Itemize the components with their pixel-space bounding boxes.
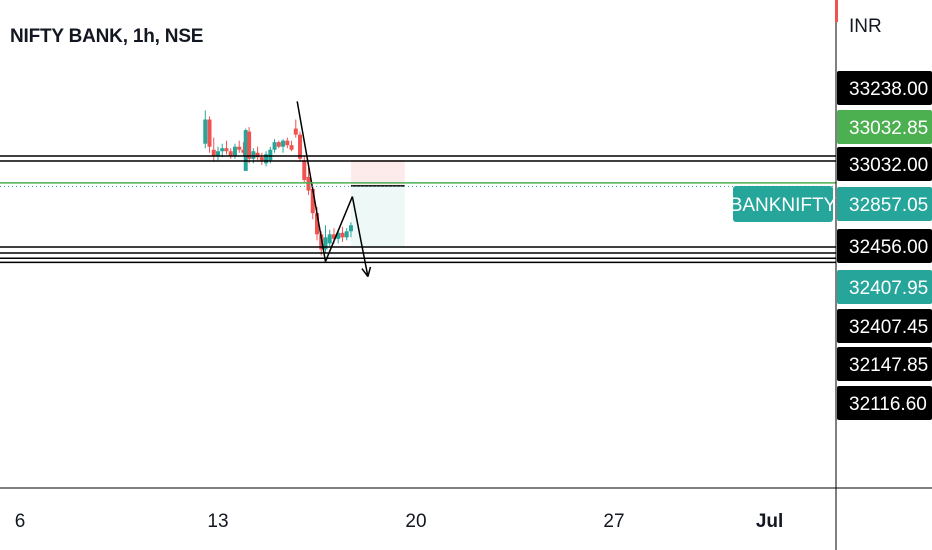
candle-body [310,189,315,214]
arrow-line[interactable] [351,196,369,277]
price-label-text: 32407.95 [849,278,928,299]
candle-body [289,145,294,150]
candle-body [216,151,220,156]
candle-body [331,234,336,239]
symbol-title: NIFTY BANK, 1h, NSE [10,26,204,47]
ticker-tag-box[interactable] [733,186,833,222]
candle-body [241,149,246,153]
candle-body [323,237,328,250]
price-label-box [837,229,932,263]
axis-marker [835,0,838,22]
candle-body [255,152,260,158]
candle-body [293,128,298,135]
price-label-text: 32116.60 [849,394,927,415]
candle-body [315,213,319,235]
arrowhead [367,266,372,277]
price-label-text: 32857.05 [849,195,928,216]
candle-body [237,146,242,150]
candle-body [243,130,248,171]
price-label-box [837,71,932,105]
candle-body [232,146,237,156]
candle-body [298,134,303,159]
x-tick-label: Jul [756,511,783,532]
x-tick-label: 13 [207,511,228,532]
candle-body [340,232,345,238]
x-tick-label: 6 [15,511,26,532]
candle-body [285,140,290,146]
candle-body [228,151,233,156]
candle-body [259,157,264,161]
horizontal-levels-layer [0,155,836,264]
candle-body [203,119,208,144]
price-label-box [837,187,932,221]
arrowhead [361,268,369,278]
candle-body [224,148,229,152]
price-label-text: 32456.00 [849,237,928,258]
candle-body [348,225,353,232]
candle-body [207,119,212,147]
price-label-text: 33032.00 [849,155,928,176]
trendline[interactable] [296,101,327,262]
price-label-text: 32407.45 [849,317,928,338]
trendline[interactable] [324,196,354,262]
candle-body [220,148,225,152]
candle-body [306,176,311,191]
candles-layer [203,110,353,256]
candle-body [327,234,332,244]
candle-body [272,142,277,150]
x-tick-label: 20 [405,511,426,532]
price-label-box [837,110,932,144]
candle-body [211,149,216,156]
price-label-box [837,270,932,304]
price-label-text: 32147.85 [849,355,928,376]
candle-body [251,151,256,159]
price-label-box [837,309,932,343]
candle-body [344,231,349,238]
currency-label: INR [849,16,882,37]
price-label-text: 33238.00 [849,79,928,100]
candle-body [281,140,286,147]
candle-body [319,234,324,250]
candle-body [264,154,269,164]
price-label-box [837,147,932,181]
x-tick-label: 27 [603,511,624,532]
profit-target-zone[interactable] [350,186,405,247]
stop-loss-zone[interactable] [350,160,405,187]
candle-body [336,232,341,239]
price-label-text: 33032.85 [849,118,928,139]
ticker-tag-text: BANKNIFTY [730,195,837,216]
price-label-box [837,386,932,420]
candle-body [247,131,252,159]
price-labels-layer: 33238.00 33032.85 33032.00 32857.05 32456.00… [730,0,932,420]
price-label-box [837,347,932,381]
candle-body [268,149,273,161]
drawings-layer [296,101,372,278]
candle-body [302,160,307,180]
candle-body [276,142,281,147]
